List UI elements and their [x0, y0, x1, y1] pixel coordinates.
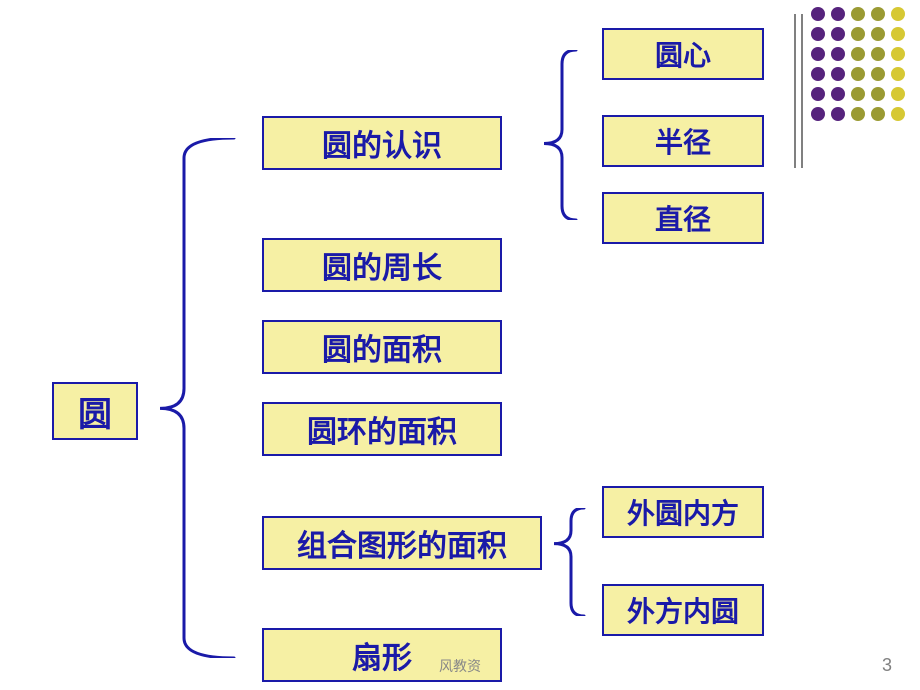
page-number: 3: [882, 655, 892, 676]
decor-dot: [871, 107, 885, 121]
decor-dot: [831, 87, 845, 101]
decor-dot: [891, 87, 905, 101]
decor-dot: [891, 107, 905, 121]
brace-b_n5: [542, 508, 600, 616]
node-n3: 圆的面积: [262, 320, 502, 374]
decor-dot: [811, 47, 825, 61]
decor-dot: [871, 7, 885, 21]
side-line-1: [801, 14, 803, 168]
decor-dot: [811, 107, 825, 121]
footer-text: 风教资: [439, 656, 481, 676]
decor-dot: [871, 87, 885, 101]
decor-dot: [811, 87, 825, 101]
decor-dot: [871, 47, 885, 61]
decor-dot: [891, 47, 905, 61]
decor-dot: [891, 67, 905, 81]
node-n2: 圆的周长: [262, 238, 502, 292]
node-n4: 圆环的面积: [262, 402, 502, 456]
decor-dot: [851, 7, 865, 21]
node-d1: 外圆内方: [602, 486, 764, 538]
decor-dot: [851, 27, 865, 41]
decor-dot: [871, 27, 885, 41]
node-c2: 半径: [602, 115, 764, 167]
decor-dot: [851, 47, 865, 61]
node-d2: 外方内圆: [602, 584, 764, 636]
node-c3: 直径: [602, 192, 764, 244]
node-c1: 圆心: [602, 28, 764, 80]
decor-dot: [871, 67, 885, 81]
decor-dot: [851, 107, 865, 121]
decor-dot: [831, 107, 845, 121]
decor-dot: [851, 67, 865, 81]
decor-dot: [831, 27, 845, 41]
node-n1: 圆的认识: [262, 116, 502, 170]
side-line-0: [794, 14, 796, 168]
decor-dot: [831, 67, 845, 81]
decor-dot: [851, 87, 865, 101]
brace-b_root: [148, 138, 250, 658]
brace-b_n1: [532, 50, 592, 220]
decor-dot: [811, 7, 825, 21]
decor-dot: [811, 27, 825, 41]
decor-dot: [891, 27, 905, 41]
node-n5: 组合图形的面积: [262, 516, 542, 570]
decor-dot: [811, 67, 825, 81]
decor-dot: [831, 47, 845, 61]
decor-dot: [831, 7, 845, 21]
decor-dot: [891, 7, 905, 21]
node-root: 圆: [52, 382, 138, 440]
